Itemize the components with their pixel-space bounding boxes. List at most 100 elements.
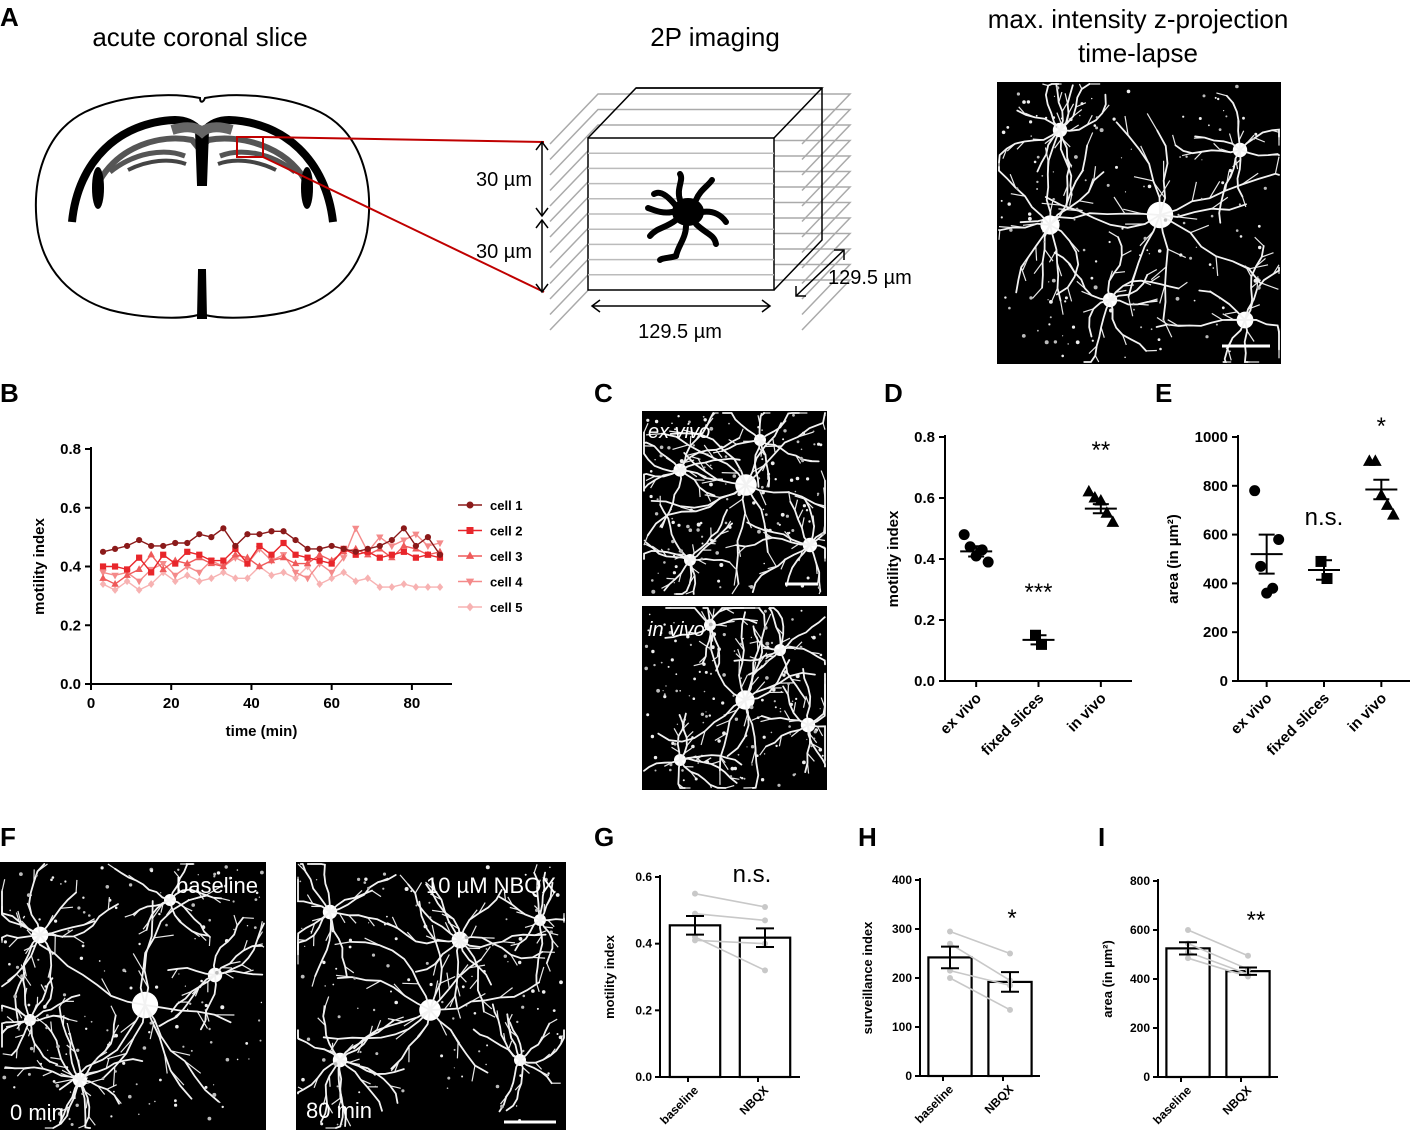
micrograph-branch [367, 917, 375, 927]
micrograph-process [1109, 273, 1149, 301]
y-tick-label: 0.4 [60, 559, 82, 576]
micrograph-speck [671, 741, 675, 746]
micrograph-speck [701, 535, 704, 538]
panel-label-b: B [0, 378, 19, 408]
micrograph-speck [1074, 155, 1078, 159]
micrograph-branch [1244, 265, 1252, 278]
point-cell-5 [244, 574, 251, 583]
micrograph-branch [535, 1062, 543, 1070]
panel-label-i: I [1098, 822, 1105, 852]
micrograph-branch [1048, 249, 1058, 263]
micrograph-speck [129, 986, 133, 990]
micrograph-process [58, 1079, 81, 1124]
micrograph-branch [480, 946, 491, 960]
micrograph-speck [750, 636, 753, 639]
micrograph-speck [174, 1099, 177, 1103]
paired-line [1187, 942, 1249, 970]
micrograph-process [353, 1009, 431, 1050]
micrograph-process [539, 881, 554, 921]
point-cell-5 [99, 580, 107, 589]
micrograph-process [809, 544, 822, 593]
micrograph-speck [368, 922, 370, 924]
micrograph-speck [519, 1074, 523, 1077]
micrograph-branch [30, 955, 36, 968]
micrograph-speck [187, 1008, 189, 1011]
micrograph-speck [1069, 117, 1073, 122]
micrograph-speck [761, 458, 764, 461]
y-axis-label: motility index [885, 510, 902, 607]
micrograph-process [58, 1006, 81, 1081]
micrograph-branch [471, 992, 486, 1003]
micrograph-process [765, 724, 809, 748]
micrograph-branch [138, 970, 149, 988]
micrograph-speck [673, 582, 675, 584]
micrograph-branch [432, 909, 445, 913]
micrograph-speck [1043, 241, 1046, 243]
micrograph-speck [1242, 116, 1245, 120]
x-tick-label: in vivo [1064, 690, 1110, 736]
micrograph-speck [1168, 323, 1171, 327]
micrograph-speck [429, 982, 433, 987]
micrograph-branch [1150, 266, 1167, 281]
micrograph-speck [536, 884, 539, 887]
micrograph-speck [787, 535, 789, 537]
micrograph-speck [724, 455, 728, 458]
micrograph-speck [1256, 285, 1261, 290]
micrograph-branch [1261, 252, 1274, 258]
micrograph-speck [651, 579, 654, 582]
micrograph-speck [62, 993, 67, 997]
micrograph-speck [702, 662, 706, 666]
micrograph-speck [453, 1067, 455, 1069]
micrograph-branch [68, 1018, 78, 1022]
micrograph-branch [693, 662, 703, 667]
micrograph-process [533, 871, 541, 921]
micrograph-speck [1036, 155, 1040, 159]
micrograph-speck [1179, 156, 1181, 158]
paired-point [1185, 927, 1191, 933]
micrograph-branch [1115, 289, 1127, 293]
micrograph-speck [9, 909, 12, 912]
micrograph-speck [415, 904, 418, 907]
micrograph-process [677, 759, 686, 789]
micrograph-speck [391, 1019, 394, 1022]
micrograph-speck [423, 924, 428, 929]
micrograph-branch [794, 495, 806, 500]
micrograph-branch [107, 863, 116, 870]
micrograph-speck [705, 760, 709, 764]
point-cell-4 [436, 540, 444, 548]
paired-line [949, 943, 1011, 982]
micrograph-speck [780, 512, 785, 517]
micrograph-process [744, 699, 760, 789]
micrograph-branch [311, 976, 316, 987]
point-cell-1 [232, 542, 239, 550]
micrograph-speck [1257, 224, 1261, 228]
micrograph-process [657, 699, 746, 743]
micrograph-speck [800, 609, 803, 612]
point-cell-4 [195, 569, 204, 577]
micrograph-speck [719, 623, 722, 625]
micrograph-speck [756, 754, 759, 757]
micrograph-branch [36, 1017, 47, 1026]
micrograph-process [759, 439, 771, 488]
chart-e: 0 200 400 600 800 1000 area (in µm²) ex vivofix… [1165, 413, 1410, 759]
micrograph-speck [215, 970, 219, 975]
micrograph-branch [524, 924, 534, 928]
x-tick-label: fixed slices [978, 690, 1047, 759]
micrograph-process [733, 649, 781, 662]
stack-plane [549, 108, 852, 161]
micrograph-branch [20, 964, 25, 974]
micrograph-speck [386, 964, 390, 968]
micrograph-branch [78, 1124, 86, 1129]
paired-point [1185, 955, 1191, 962]
micrograph-process [297, 911, 331, 956]
micrograph-speck [1036, 180, 1039, 184]
micrograph-speck [1071, 325, 1076, 329]
x-tick-label: baseline [912, 1082, 956, 1126]
micrograph-branch [328, 1038, 339, 1054]
micrograph-speck [752, 501, 756, 505]
micrograph-speck [789, 478, 794, 482]
micrograph-speck [717, 647, 721, 651]
micrograph-speck [686, 635, 690, 639]
micrograph-branch [399, 874, 409, 885]
micrograph-speck [555, 893, 560, 897]
